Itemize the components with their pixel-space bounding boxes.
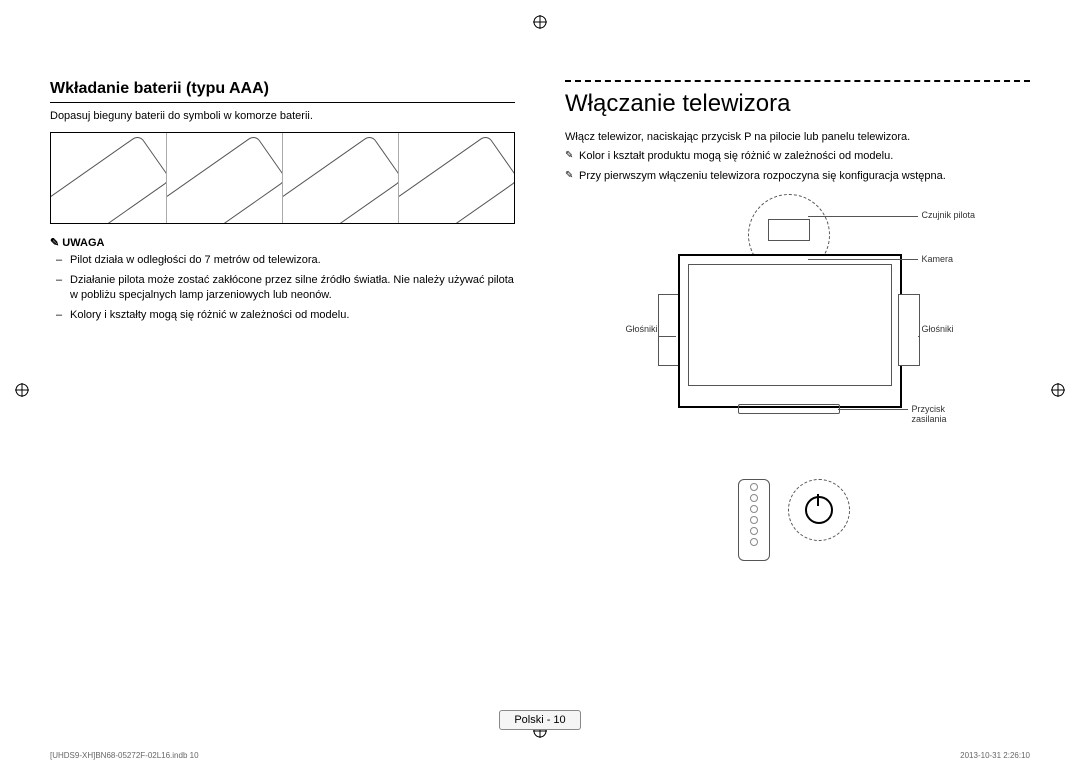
- callout-line: [658, 336, 676, 337]
- sensor-detail-box: [768, 219, 810, 241]
- remote-hand-figure: [728, 474, 868, 564]
- battery-step-4: [399, 133, 514, 223]
- callout-power-button: Przycisk zasilania: [912, 404, 978, 424]
- speaker-left-shape: [658, 294, 680, 366]
- battery-step-1: [51, 133, 167, 223]
- page-content: Wkładanie baterii (typu AAA) Dopasuj bie…: [0, 0, 1080, 604]
- page-footer: Polski - 10: [0, 710, 1080, 730]
- battery-step-2: [167, 133, 283, 223]
- callout-camera: Kamera: [922, 254, 954, 264]
- left-column: Wkładanie baterii (typu AAA) Dopasuj bie…: [50, 80, 525, 564]
- tv-diagram: Czujnik pilota Kamera Głośniki Głośniki …: [618, 204, 978, 464]
- battery-steps-figure: [50, 132, 515, 224]
- power-on-heading: Włączanie telewizora: [565, 80, 1030, 118]
- tv-screen: [688, 264, 892, 386]
- print-timestamp: 2013-10-31 2:26:10: [960, 751, 1030, 760]
- remote-body: [738, 479, 770, 561]
- callout-line: [808, 259, 918, 260]
- note-item: Pilot działa w odległości do 7 metrów od…: [70, 253, 515, 268]
- tv-stand: [738, 404, 840, 414]
- callout-line: [808, 216, 918, 217]
- battery-step-3: [283, 133, 399, 223]
- power-on-intro: Włącz telewizor, naciskając przycisk P n…: [565, 130, 1030, 145]
- callout-speaker-right: Głośniki: [922, 324, 954, 334]
- power-icon: [805, 496, 833, 524]
- callout-sensor: Czujnik pilota: [922, 210, 976, 220]
- registration-mark-icon: [533, 15, 547, 29]
- speaker-right-shape: [898, 294, 920, 366]
- note-item: Kolory i kształty mogą się różnić w zale…: [70, 308, 515, 323]
- note-item: Działanie pilota może zostać zakłócone p…: [70, 273, 515, 304]
- callout-speaker-left: Głośniki: [626, 324, 658, 334]
- note-list: Pilot działa w odległości do 7 metrów od…: [50, 253, 515, 323]
- page-number-box: Polski - 10: [499, 710, 580, 730]
- print-footer: [UHDS9-XH]BN68-05272F-02L16.indb 10 2013…: [50, 751, 1030, 760]
- callout-line: [838, 409, 908, 410]
- callout-line: [918, 336, 919, 337]
- battery-intro: Dopasuj bieguny baterii do symboli w kom…: [50, 109, 515, 124]
- bullet-item: Przy pierwszym włączeniu telewizora rozp…: [565, 169, 1030, 184]
- right-column: Włączanie telewizora Włącz telewizor, na…: [555, 80, 1030, 564]
- power-detail-circle: [788, 479, 850, 541]
- bullet-item: Kolor i kształt produktu mogą się różnić…: [565, 149, 1030, 164]
- registration-mark-icon: [1051, 383, 1065, 397]
- note-label: UWAGA: [50, 236, 515, 249]
- registration-mark-icon: [15, 383, 29, 397]
- battery-heading: Wkładanie baterii (typu AAA): [50, 80, 515, 103]
- print-file-name: [UHDS9-XH]BN68-05272F-02L16.indb 10: [50, 751, 199, 760]
- tv-frame: [678, 254, 902, 408]
